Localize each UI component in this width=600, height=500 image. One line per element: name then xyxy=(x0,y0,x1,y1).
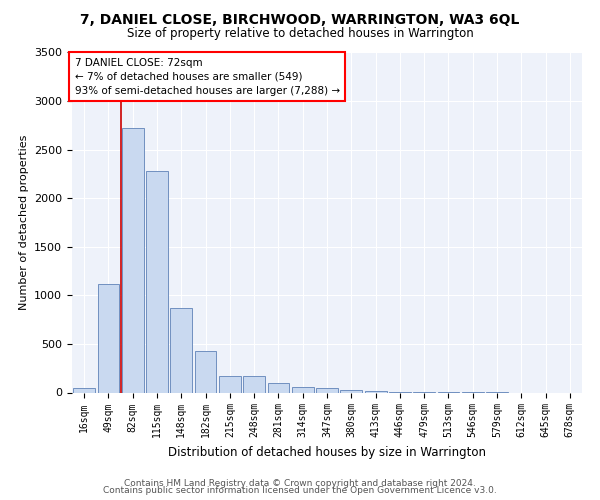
Bar xyxy=(122,128,143,392)
Bar xyxy=(316,388,338,392)
Text: Contains public sector information licensed under the Open Government Licence v3: Contains public sector information licen… xyxy=(103,486,497,495)
Bar xyxy=(73,388,95,392)
Bar xyxy=(340,390,362,392)
X-axis label: Distribution of detached houses by size in Warrington: Distribution of detached houses by size … xyxy=(168,446,486,459)
Bar xyxy=(219,376,241,392)
Bar xyxy=(170,308,192,392)
Bar xyxy=(194,350,217,393)
Bar xyxy=(268,384,289,392)
Bar xyxy=(146,171,168,392)
Text: 7 DANIEL CLOSE: 72sqm
← 7% of detached houses are smaller (549)
93% of semi-deta: 7 DANIEL CLOSE: 72sqm ← 7% of detached h… xyxy=(74,58,340,96)
Bar xyxy=(97,284,119,393)
Text: Contains HM Land Registry data © Crown copyright and database right 2024.: Contains HM Land Registry data © Crown c… xyxy=(124,478,476,488)
Text: Size of property relative to detached houses in Warrington: Size of property relative to detached ho… xyxy=(127,28,473,40)
Bar xyxy=(243,376,265,392)
Bar xyxy=(365,390,386,392)
Y-axis label: Number of detached properties: Number of detached properties xyxy=(19,135,29,310)
Text: 7, DANIEL CLOSE, BIRCHWOOD, WARRINGTON, WA3 6QL: 7, DANIEL CLOSE, BIRCHWOOD, WARRINGTON, … xyxy=(80,12,520,26)
Bar xyxy=(292,386,314,392)
